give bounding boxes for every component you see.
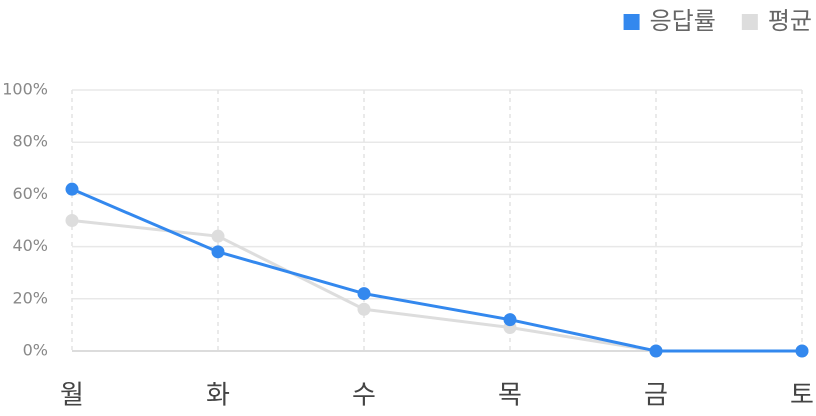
point — [211, 229, 225, 243]
x-tick-label: 토 — [790, 381, 814, 411]
y-tick-label: 60% — [12, 184, 48, 203]
x-tick-label: 월 — [60, 381, 84, 411]
legend-label: 평균 — [768, 7, 812, 35]
point — [357, 302, 371, 316]
series-line — [71, 219, 802, 353]
legend-swatch — [741, 14, 758, 30]
series-line — [71, 187, 802, 353]
x-tick-label: 목 — [498, 381, 522, 411]
legend-label: 응답률 — [650, 7, 716, 35]
y-tick-label: 100% — [2, 80, 48, 99]
point — [649, 344, 663, 358]
y-tick-label: 0% — [23, 341, 48, 360]
x-tick-label: 화 — [206, 381, 230, 411]
y-tick-label: 80% — [12, 132, 48, 151]
point — [795, 344, 809, 358]
point — [211, 245, 225, 259]
legend-swatch — [623, 14, 640, 30]
x-tick-label: 금 — [644, 381, 668, 411]
x-tick-label: 수 — [352, 381, 376, 411]
point — [65, 214, 79, 227]
point — [503, 313, 517, 327]
point — [65, 182, 79, 196]
y-tick-label: 20% — [12, 288, 48, 307]
y-tick-label: 40% — [12, 236, 48, 255]
point — [357, 287, 371, 301]
